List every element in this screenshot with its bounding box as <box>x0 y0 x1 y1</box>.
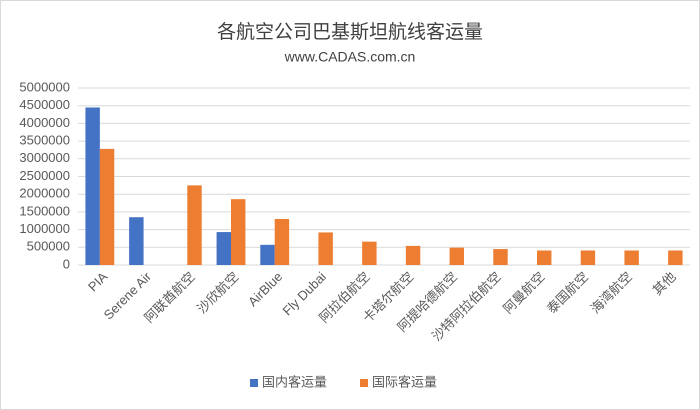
y-tick-label: 3500000 <box>19 133 70 148</box>
bar <box>99 148 115 265</box>
bar <box>129 217 144 265</box>
bar <box>405 245 421 265</box>
chart-subtitle: www.CADAS.com.cn <box>284 49 416 65</box>
legend-swatch <box>250 379 258 387</box>
legend-label: 国际客运量 <box>372 374 437 389</box>
bar <box>668 250 683 265</box>
chart-title: 各航空公司巴基斯坦航线客运量 <box>217 21 483 43</box>
y-tick-label: 4000000 <box>19 115 70 130</box>
bar <box>260 244 275 265</box>
y-tick-label: 5000000 <box>19 79 70 94</box>
y-tick-label: 500000 <box>27 239 70 254</box>
bar <box>231 199 246 265</box>
bar <box>187 185 202 265</box>
bar <box>274 218 290 265</box>
bar <box>85 107 100 265</box>
y-tick-label: 4500000 <box>19 97 70 112</box>
bar <box>624 250 639 265</box>
y-tick-label: 2500000 <box>19 168 70 183</box>
bar <box>580 250 596 265</box>
bar <box>362 241 377 265</box>
legend-label: 国内客运量 <box>262 374 327 389</box>
bar <box>449 247 464 265</box>
bar <box>537 250 552 265</box>
bar <box>493 249 508 265</box>
y-tick-label: 3000000 <box>19 150 70 165</box>
y-tick-label: 1500000 <box>19 203 70 218</box>
legend-swatch <box>360 379 368 387</box>
y-tick-label: 0 <box>63 256 70 271</box>
y-tick-label: 1000000 <box>19 221 70 236</box>
bar <box>318 232 333 265</box>
bar <box>216 232 231 265</box>
y-tick-label: 2000000 <box>19 186 70 201</box>
